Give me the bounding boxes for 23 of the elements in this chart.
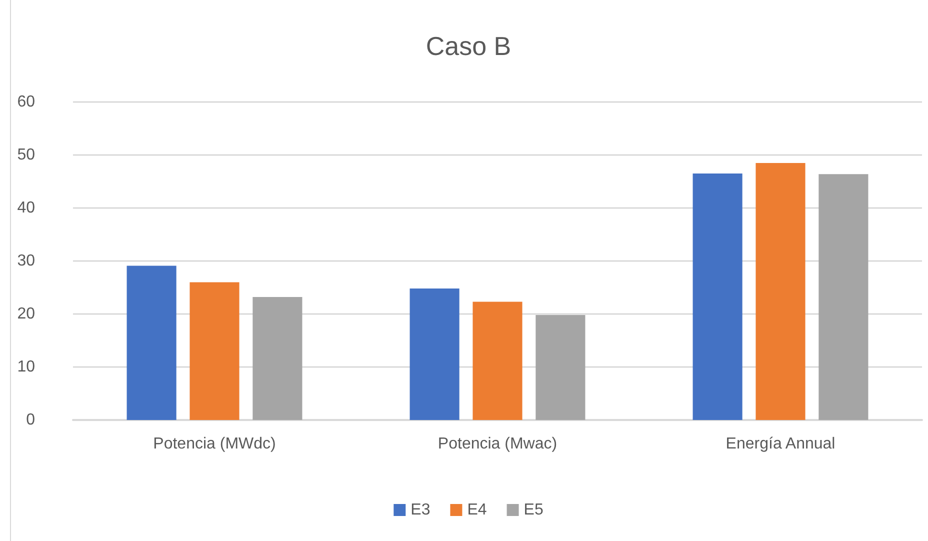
legend-label: E4	[467, 502, 487, 518]
y-tick-label: 20	[17, 306, 36, 322]
bar	[472, 302, 522, 420]
x-tick-label: Potencia (Mwac)	[438, 436, 558, 452]
chart-title: Caso B	[426, 31, 512, 61]
y-tick-label: 0	[26, 412, 36, 428]
legend-label: E3	[410, 502, 430, 518]
y-tick-label: 40	[17, 200, 36, 216]
bar	[126, 266, 176, 420]
bar	[536, 315, 586, 420]
bar	[818, 174, 868, 420]
y-tick-label: 30	[17, 252, 36, 270]
x-tick-label: Potencia (MWdc)	[153, 436, 276, 452]
bar	[252, 297, 302, 420]
bar	[692, 174, 742, 420]
legend-label: E5	[524, 502, 544, 518]
bar	[190, 282, 240, 420]
y-tick-label: 50	[17, 146, 36, 164]
y-tick-label: 60	[17, 94, 36, 110]
y-tick-label: 10	[17, 358, 36, 376]
bar	[410, 288, 460, 420]
bar	[756, 162, 806, 420]
x-tick-label: Energía Annual	[726, 436, 836, 452]
